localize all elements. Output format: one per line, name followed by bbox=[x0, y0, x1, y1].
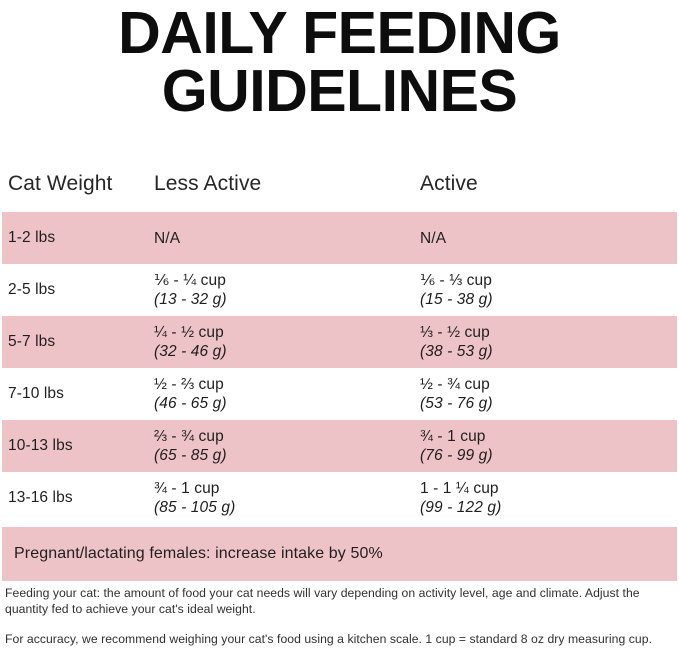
cell-active: N/A bbox=[420, 229, 670, 248]
cell-active-cup: ½ - ¾ cup bbox=[420, 376, 490, 393]
cell-less-active: ½ - ⅔ cup (46 - 65 g) bbox=[154, 375, 420, 413]
cell-cat-weight: 5-7 lbs bbox=[8, 333, 56, 350]
footer-paragraph-feeding: Feeding your cat: the amount of food you… bbox=[5, 586, 640, 616]
pregnant-lactating-note-banner: Pregnant/lactating females: increase int… bbox=[2, 527, 677, 581]
column-header-less-active: Less Active bbox=[154, 172, 262, 195]
cell-active-cup: ⅙ - ⅓ cup bbox=[420, 272, 492, 289]
cell-less-active-grams: (65 - 85 g) bbox=[154, 447, 227, 464]
table-row: 13-16 lbs ¾ - 1 cup (85 - 105 g) 1 - 1 ¼… bbox=[2, 472, 677, 524]
table-row: 7-10 lbs ½ - ⅔ cup (46 - 65 g) ½ - ¾ cup… bbox=[2, 368, 677, 420]
cell-active-grams: (76 - 99 g) bbox=[420, 447, 493, 464]
cell-less-active-grams: (46 - 65 g) bbox=[154, 395, 227, 412]
cell-less-active: ¾ - 1 cup (85 - 105 g) bbox=[154, 479, 420, 517]
cell-active: ½ - ¾ cup (53 - 76 g) bbox=[420, 375, 670, 413]
footer-paragraph-accuracy: For accuracy, we recommend weighing your… bbox=[5, 632, 653, 646]
cell-less-active-grams: (85 - 105 g) bbox=[154, 499, 236, 516]
table-row: 2-5 lbs ⅙ - ¼ cup (13 - 32 g) ⅙ - ⅓ cup … bbox=[2, 264, 677, 316]
cell-less-active-cup: N/A bbox=[154, 229, 181, 247]
cell-active-grams: (99 - 122 g) bbox=[420, 499, 502, 516]
cell-cat-weight: 10-13 lbs bbox=[8, 437, 73, 454]
cell-cat-weight: 7-10 lbs bbox=[8, 385, 64, 402]
cell-less-active-cup: ¾ - 1 cup bbox=[154, 480, 220, 497]
page-title-line-2: GUIDELINES bbox=[161, 58, 518, 124]
cell-cat-weight: 2-5 lbs bbox=[8, 281, 56, 298]
cell-cat-weight: 13-16 lbs bbox=[8, 489, 73, 506]
cell-less-active-cup: ¼ - ½ cup bbox=[154, 324, 224, 341]
footer-notes: Feeding your cat: the amount of food you… bbox=[5, 586, 673, 648]
cell-less-active: N/A bbox=[154, 229, 420, 248]
cell-active-grams: (38 - 53 g) bbox=[420, 343, 493, 360]
cell-active-cup: N/A bbox=[420, 229, 447, 247]
table-row: 10-13 lbs ⅔ - ¾ cup (65 - 85 g) ¾ - 1 cu… bbox=[2, 420, 677, 472]
cell-less-active: ¼ - ½ cup (32 - 46 g) bbox=[154, 323, 420, 361]
cell-active: 1 - 1 ¼ cup (99 - 122 g) bbox=[420, 479, 670, 517]
cell-active: ¾ - 1 cup (76 - 99 g) bbox=[420, 427, 670, 465]
cell-active-cup: ⅓ - ½ cup bbox=[420, 324, 490, 341]
page-title: DAILY FEEDING GUIDELINES bbox=[0, 0, 679, 124]
pregnant-lactating-note-text: Pregnant/lactating females: increase int… bbox=[14, 545, 383, 562]
cell-active-grams: (53 - 76 g) bbox=[420, 395, 493, 412]
cell-less-active-grams: (32 - 46 g) bbox=[154, 343, 227, 360]
cell-less-active-grams: (13 - 32 g) bbox=[154, 291, 227, 308]
cell-active-grams: (15 - 38 g) bbox=[420, 291, 493, 308]
cell-active: ⅙ - ⅓ cup (15 - 38 g) bbox=[420, 271, 670, 309]
column-header-active: Active bbox=[420, 172, 478, 195]
cell-less-active-cup: ⅔ - ¾ cup bbox=[154, 428, 224, 445]
feeding-table: Cat Weight Less Active Active 1-2 lbs N/… bbox=[2, 172, 677, 524]
cell-cat-weight: 1-2 lbs bbox=[8, 229, 56, 246]
table-row: 1-2 lbs N/A N/A bbox=[2, 212, 677, 264]
column-header-cat-weight: Cat Weight bbox=[8, 172, 113, 195]
table-header-row: Cat Weight Less Active Active bbox=[2, 172, 677, 212]
cell-less-active: ⅙ - ¼ cup (13 - 32 g) bbox=[154, 271, 420, 309]
page-title-line-1: DAILY FEEDING bbox=[118, 0, 561, 66]
cell-active-cup: ¾ - 1 cup bbox=[420, 428, 486, 445]
table-row: 5-7 lbs ¼ - ½ cup (32 - 46 g) ⅓ - ½ cup … bbox=[2, 316, 677, 368]
cell-less-active: ⅔ - ¾ cup (65 - 85 g) bbox=[154, 427, 420, 465]
cell-less-active-cup: ⅙ - ¼ cup bbox=[154, 272, 226, 289]
cell-active: ⅓ - ½ cup (38 - 53 g) bbox=[420, 323, 670, 361]
cell-active-cup: 1 - 1 ¼ cup bbox=[420, 480, 499, 497]
cell-less-active-cup: ½ - ⅔ cup bbox=[154, 376, 224, 393]
